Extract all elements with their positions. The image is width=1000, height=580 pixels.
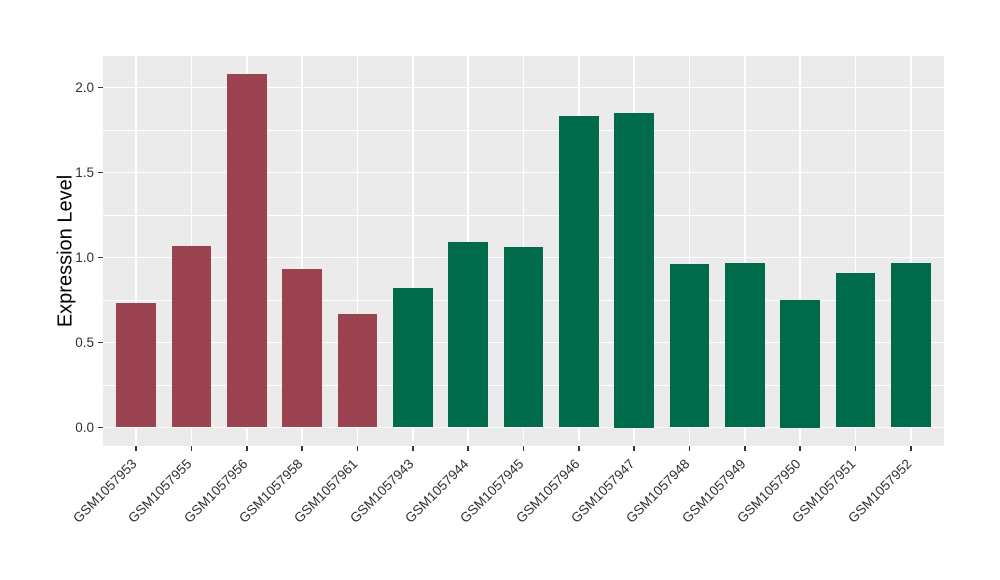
gridline-major-x-GSM1057943 xyxy=(412,56,414,446)
y-tick-label-0: 0.0 xyxy=(75,419,94,435)
x-tick-mark-GSM1057956 xyxy=(246,446,248,451)
y-tick-label-1.5: 1.5 xyxy=(75,164,94,180)
gridline-major-x-GSM1057961 xyxy=(356,56,359,446)
bar-GSM1057956 xyxy=(227,73,267,428)
gridline-major-x-GSM1057949 xyxy=(744,56,746,446)
y-tick-label-2: 2.0 xyxy=(75,79,94,95)
bar-GSM1057949 xyxy=(725,262,765,428)
x-tick-mark-GSM1057948 xyxy=(688,446,691,451)
x-tick-mark-GSM1057947 xyxy=(633,446,635,451)
x-tick-mark-GSM1057958 xyxy=(301,446,303,451)
y-tick-label-1: 1.0 xyxy=(75,249,94,265)
x-tick-mark-GSM1057946 xyxy=(578,446,580,451)
bar-GSM1057955 xyxy=(171,245,212,428)
gridline-major-x-GSM1057950 xyxy=(799,56,801,446)
gridline-major-x-GSM1057951 xyxy=(854,56,857,446)
x-tick-mark-GSM1057943 xyxy=(412,446,414,451)
y-tick-mark-1 xyxy=(98,256,103,259)
y-tick-label-0.5: 0.5 xyxy=(75,334,94,350)
x-tick-mark-GSM1057950 xyxy=(799,446,801,451)
bar-GSM1057943 xyxy=(393,288,433,428)
plot-panel xyxy=(103,56,944,446)
bar-GSM1057961 xyxy=(337,313,378,428)
bar-GSM1057958 xyxy=(282,269,322,428)
bar-GSM1057948 xyxy=(669,264,710,428)
bar-GSM1057951 xyxy=(835,272,876,428)
gridline-major-x-GSM1057948 xyxy=(688,56,691,446)
x-tick-mark-GSM1057951 xyxy=(854,446,857,451)
gridline-major-x-GSM1057952 xyxy=(910,56,912,446)
x-tick-mark-GSM1057944 xyxy=(467,446,469,451)
bar-GSM1057950 xyxy=(780,300,820,428)
x-tick-mark-GSM1057961 xyxy=(356,446,359,451)
gridline-major-x-GSM1057953 xyxy=(135,56,137,446)
x-tick-mark-GSM1057952 xyxy=(910,446,912,451)
y-tick-mark-2 xyxy=(98,86,103,89)
x-tick-mark-GSM1057953 xyxy=(135,446,137,451)
y-tick-mark-0.5 xyxy=(98,341,103,344)
y-tick-mark-0 xyxy=(98,426,103,429)
bar-GSM1057945 xyxy=(503,247,544,428)
bar-GSM1057944 xyxy=(448,242,488,428)
x-tick-mark-GSM1057945 xyxy=(522,446,525,451)
gridline-major-x-GSM1057958 xyxy=(301,56,303,446)
bar-GSM1057947 xyxy=(614,113,654,428)
bar-GSM1057946 xyxy=(559,116,599,428)
y-tick-mark-1.5 xyxy=(98,171,103,174)
bar-GSM1057953 xyxy=(116,303,156,428)
x-tick-mark-GSM1057955 xyxy=(190,446,193,451)
bar-GSM1057952 xyxy=(891,262,931,428)
x-tick-mark-GSM1057949 xyxy=(744,446,746,451)
